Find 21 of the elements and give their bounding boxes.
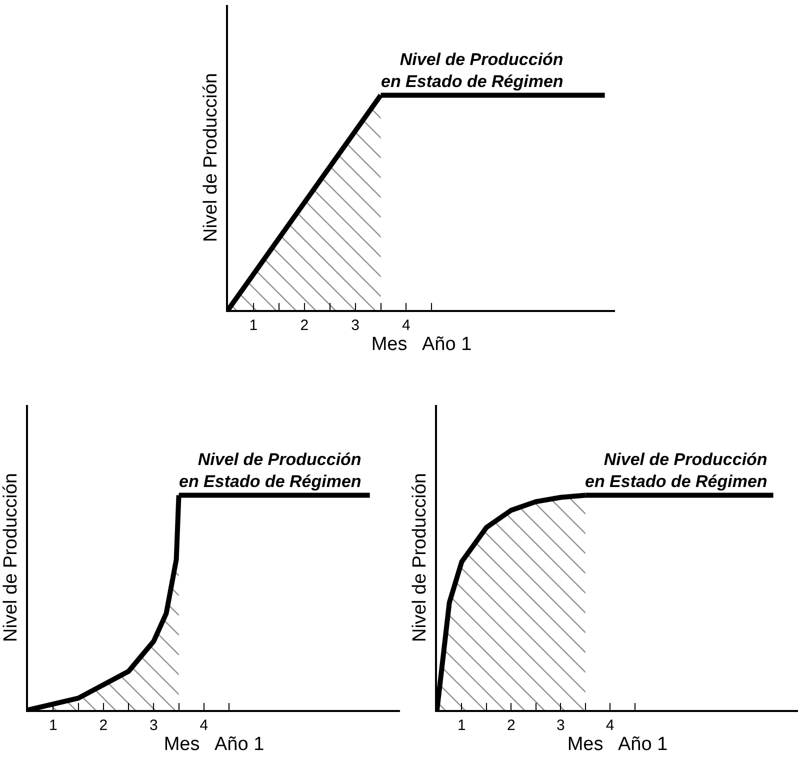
x-tick-label: 1 — [458, 717, 466, 734]
x-axis-title: Mes Año 1 — [371, 334, 472, 355]
x-tick-label: 1 — [249, 317, 258, 334]
x-tick-label: 4 — [402, 317, 410, 334]
x-axis-title: Mes Año 1 — [567, 734, 668, 755]
text: Nivel de Producción en Estado de Régimen — [381, 50, 564, 92]
x-tick-label: 3 — [351, 317, 360, 334]
text: Nivel de Producción en Estado de Régimen — [179, 450, 362, 492]
x-tick-label: 4 — [200, 717, 208, 734]
x-axis-title: Mes Año 1 — [164, 734, 264, 755]
x-tick-label: 3 — [150, 717, 158, 734]
x-tick-label: 4 — [606, 717, 614, 734]
x-tick-label: 2 — [99, 717, 108, 734]
y-axis-title: Nivel de Producción — [0, 473, 22, 642]
x-tick-label: 2 — [507, 717, 516, 734]
x-tick-label: 2 — [300, 317, 309, 334]
y-axis-title: Nivel de Producción — [200, 73, 222, 242]
x-tick-label: 1 — [48, 717, 58, 734]
y-axis-title: Nivel de Producción — [409, 473, 430, 642]
text: Nivel de Producción en Estado de Régimen — [585, 450, 768, 492]
x-tick-label: 3 — [556, 717, 565, 734]
